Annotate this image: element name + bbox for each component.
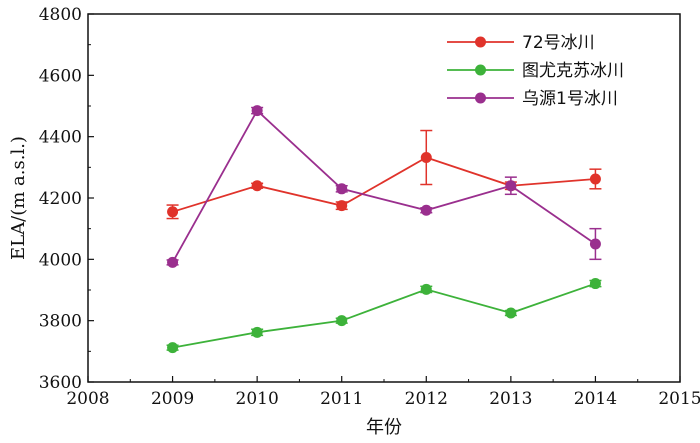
data-point: [589, 238, 601, 250]
data-point: [167, 342, 179, 354]
data-point: [589, 278, 601, 290]
data-point: [336, 315, 348, 327]
data-point: [167, 256, 179, 268]
series-1: [166, 129, 602, 220]
y-tick-label: 4600: [39, 66, 82, 86]
data-point: [589, 173, 601, 185]
legend-label: 图尤克苏冰川: [522, 61, 624, 81]
axis-ticks: 2008 2009 2010 2011 2012 2013 2014 2015 3600 3800…: [39, 5, 700, 409]
y-tick-label: 4000: [39, 250, 82, 270]
y-tick-label: 4800: [39, 5, 82, 25]
x-tick-label: 2012: [405, 389, 448, 409]
y-tick-label: 4200: [39, 189, 82, 209]
legend-label: 乌源1号冰川: [522, 89, 618, 109]
legend-item-1: 72号冰川: [447, 33, 595, 53]
data-point: [505, 307, 517, 319]
legend-item-2: 图尤克苏冰川: [447, 61, 624, 81]
series-line: [172, 156, 596, 213]
legend-swatch-marker: [475, 64, 486, 76]
x-tick-label: 2015: [658, 389, 700, 409]
x-tick-label: 2014: [574, 389, 617, 409]
data-point: [336, 183, 348, 195]
series-layer: [166, 105, 602, 354]
data-point: [505, 180, 517, 192]
legend-label: 72号冰川: [522, 33, 595, 53]
x-tick-label: 2011: [320, 389, 363, 409]
series-line: [171, 109, 596, 263]
legend-item-3: 乌源1号冰川: [447, 89, 618, 109]
data-point: [420, 204, 432, 216]
y-axis-title: ELA/(m a.s.l.): [8, 136, 29, 260]
legend-swatch-marker: [475, 36, 486, 48]
series-3: [166, 105, 602, 268]
y-tick-label: 3600: [39, 373, 82, 393]
data-point: [167, 206, 179, 218]
x-tick-label: 2008: [66, 389, 109, 409]
data-point: [336, 200, 348, 212]
y-tick-label: 3800: [39, 312, 82, 332]
x-tick-label: 2009: [151, 389, 194, 409]
y-tick-label: 4400: [39, 128, 82, 148]
x-tick-label: 2010: [236, 389, 279, 409]
series-2: [166, 278, 602, 354]
data-point: [251, 326, 263, 338]
series-line: [172, 282, 596, 349]
x-axis-title: 年份: [366, 417, 402, 438]
x-tick-label: 2013: [489, 389, 532, 409]
data-point: [420, 152, 432, 164]
data-point: [251, 180, 263, 192]
data-point: [420, 283, 432, 295]
legend-swatch-marker: [475, 92, 486, 104]
data-point: [251, 105, 263, 117]
